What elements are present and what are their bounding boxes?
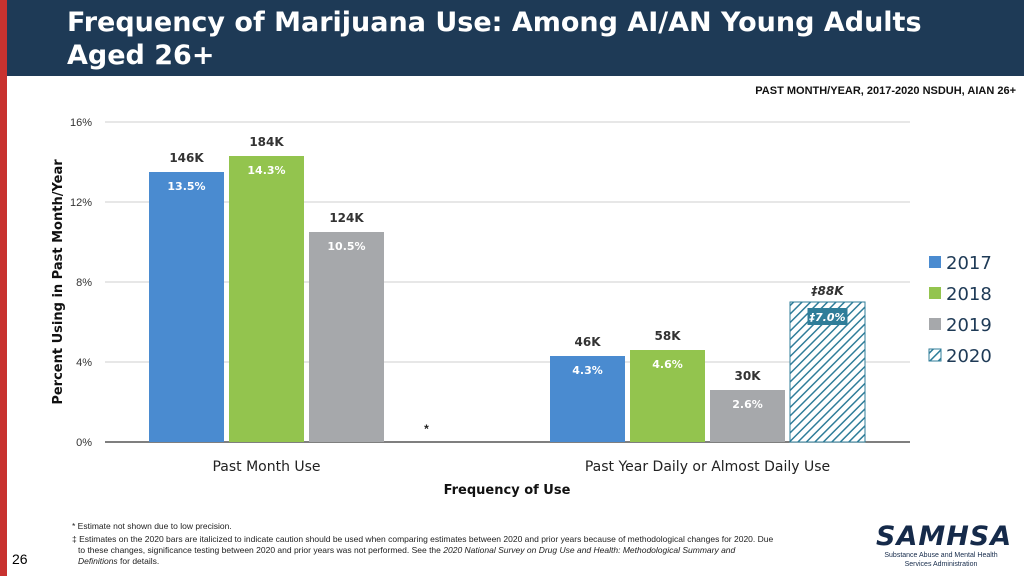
chart-subtitle: PAST MONTH/YEAR, 2017-2020 NSDUH, AIAN 2… bbox=[755, 85, 1016, 97]
y-axis-label: Percent Using in Past Month/Year bbox=[51, 159, 66, 405]
footnote-dagger: ‡ Estimates on the 2020 bars are italici… bbox=[72, 534, 773, 567]
legend-swatch-2017 bbox=[929, 256, 941, 268]
footnote-dagger-line3: Definitions for details. bbox=[72, 556, 773, 567]
footnote-text: to these changes, significance testing b… bbox=[78, 545, 444, 555]
footnote-asterisk: * Estimate not shown due to low precisio… bbox=[72, 521, 232, 531]
footnote-dagger-line1: ‡ Estimates on the 2020 bars are italici… bbox=[72, 534, 774, 544]
bar-2018-0 bbox=[229, 156, 304, 442]
bar-2018-1 bbox=[630, 350, 705, 442]
samhsa-logo: SAMHSA Substance Abuse and Mental Health… bbox=[876, 521, 1013, 571]
legend-swatch-2019 bbox=[929, 318, 941, 330]
count-label: 124K bbox=[329, 211, 364, 225]
value-label-box bbox=[807, 308, 848, 325]
page-number: 26 bbox=[12, 551, 28, 567]
value-label: 10.5% bbox=[327, 240, 365, 253]
category-label: Past Year Daily or Almost Daily Use bbox=[585, 459, 830, 475]
count-label: 184K bbox=[249, 135, 284, 149]
bar-2017-0 bbox=[149, 172, 224, 442]
logo-tagline-1: Substance Abuse and Mental Health bbox=[884, 552, 998, 559]
legend-label-2017: 2017 bbox=[946, 253, 992, 274]
bar-chart: 0% 4% 8% 12% 16% Percent Using in Past Month… bbox=[51, 117, 992, 498]
legend-swatch-2020 bbox=[928, 348, 942, 362]
footnote-report-title: 2020 National Survey on Drug Use and Hea… bbox=[443, 545, 736, 555]
bar-2020-1 bbox=[789, 301, 866, 443]
y-tick-label: 12% bbox=[70, 197, 92, 209]
footnote-text-end: for details. bbox=[117, 556, 160, 566]
value-label: 4.3% bbox=[572, 364, 603, 377]
accent-bar bbox=[0, 0, 7, 576]
footnote-report-title-end: Definitions bbox=[78, 556, 118, 566]
value-label: 4.6% bbox=[652, 358, 683, 371]
bar-2019-0 bbox=[309, 232, 384, 442]
footnote-dagger-line2: to these changes, significance testing b… bbox=[72, 545, 773, 556]
count-label: 146K bbox=[169, 151, 204, 165]
value-label: 14.3% bbox=[247, 164, 285, 177]
missing-estimate-marker: * bbox=[424, 422, 429, 436]
value-label: ‡7.0% bbox=[808, 311, 845, 324]
legend-label-2018: 2018 bbox=[946, 284, 992, 305]
y-tick-label: 16% bbox=[70, 117, 92, 129]
legend-label-2020: 2020 bbox=[946, 346, 992, 367]
y-tick-label: 4% bbox=[76, 357, 92, 369]
slide-title: Frequency of Marijuana Use: Among AI/AN … bbox=[67, 7, 922, 71]
legend-label-2019: 2019 bbox=[946, 315, 992, 336]
count-label: 58K bbox=[655, 329, 682, 343]
y-tick-label: 8% bbox=[76, 277, 92, 289]
value-label: 13.5% bbox=[167, 180, 205, 193]
title-banner: Frequency of Marijuana Use: Among AI/AN … bbox=[7, 0, 1024, 76]
count-label: 30K bbox=[735, 369, 762, 383]
logo-wordmark: SAMHSA bbox=[876, 521, 1013, 552]
count-label: ‡88K bbox=[811, 284, 846, 298]
x-axis-label: Frequency of Use bbox=[444, 483, 571, 498]
bar-2017-1 bbox=[550, 356, 625, 442]
y-tick-label: 0% bbox=[76, 437, 92, 449]
category-label: Past Month Use bbox=[212, 459, 320, 475]
value-label: 2.6% bbox=[732, 398, 763, 411]
bar-2019-1 bbox=[710, 390, 785, 442]
logo-tagline-2: Services Administration bbox=[904, 561, 978, 568]
count-label: 46K bbox=[575, 335, 602, 349]
legend-swatch-2018 bbox=[929, 287, 941, 299]
